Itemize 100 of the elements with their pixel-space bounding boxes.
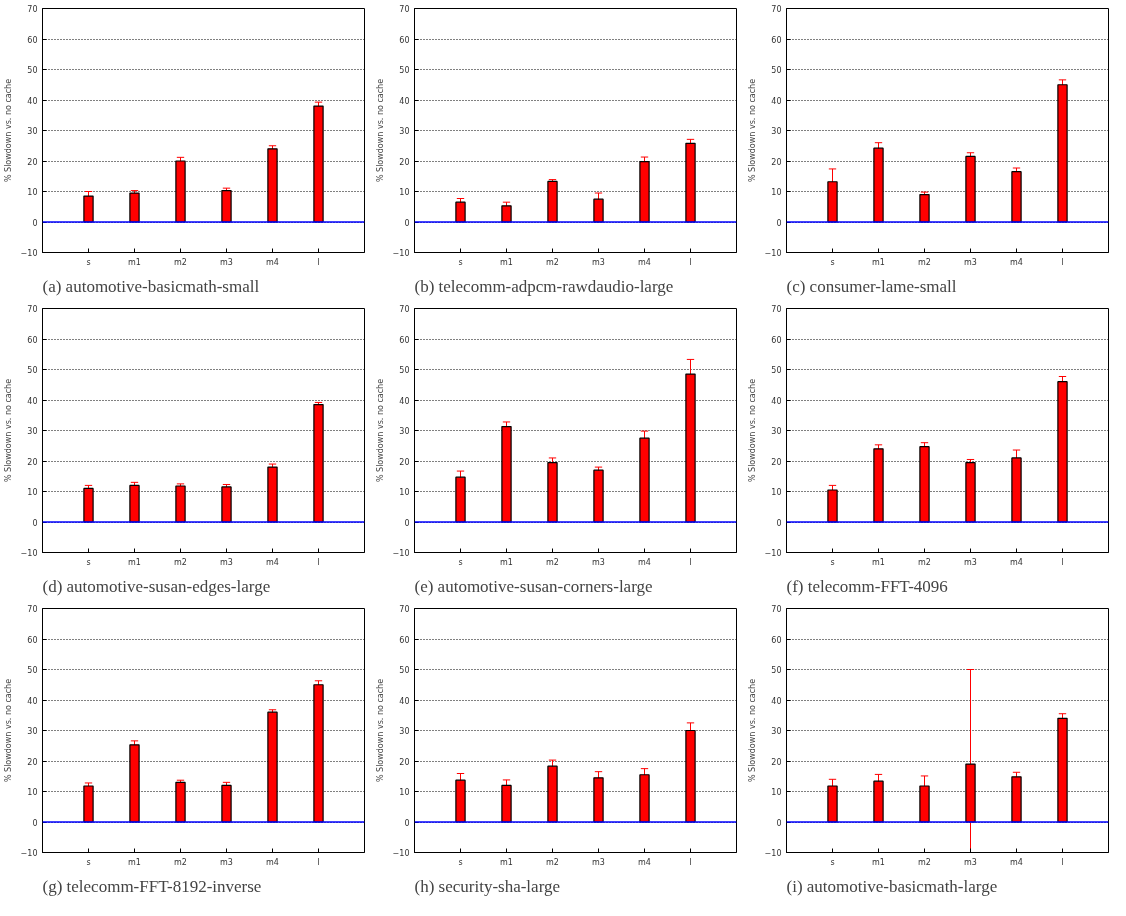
x-tick-label: m3 — [592, 857, 605, 867]
y-axis-title: % Slowdown vs. no cache — [375, 78, 385, 183]
y-tick-label: 60 — [27, 635, 38, 645]
x-tick-label: m3 — [220, 557, 233, 567]
y-tick-label: 0 — [776, 518, 782, 528]
y-tick-label: 0 — [404, 518, 410, 528]
x-tick-label: s — [830, 857, 835, 867]
y-tick-label: 60 — [399, 635, 410, 645]
y-tick-label: 50 — [27, 366, 38, 375]
x-tick-label: m2 — [174, 857, 187, 867]
y-tick-label: 40 — [27, 696, 38, 706]
x-tick-label: m3 — [592, 557, 605, 567]
x-tick-label: m4 — [1010, 257, 1023, 267]
x-tick-label: m1 — [500, 857, 513, 867]
text: (g) telecomm-FFT-8192-inverse — [42, 876, 262, 896]
y-tick-label: 10 — [27, 788, 38, 797]
y-tick-label: 30 — [399, 727, 410, 736]
y-tick-label: 20 — [27, 457, 38, 467]
x-tick-label: m1 — [500, 557, 513, 567]
y-tick-label: 60 — [27, 335, 38, 345]
x-tick-label: m2 — [546, 857, 559, 867]
x-tick-label: l — [689, 257, 692, 267]
x-tick-label: m1 — [128, 257, 141, 267]
x-tick-label: m3 — [964, 257, 977, 267]
y-axis-title: % Slowdown vs. no cache — [747, 678, 757, 783]
y-tick-label: 20 — [399, 157, 410, 167]
y-tick-label: 0 — [32, 518, 38, 528]
x-tick-label: s — [86, 857, 91, 867]
y-axis-title: % Slowdown vs. no cache — [3, 678, 13, 783]
x-tick-label: m3 — [220, 257, 233, 267]
y-tick-label: 50 — [27, 66, 38, 75]
y-tick-label: 50 — [771, 666, 782, 675]
x-tick-label: l — [1061, 557, 1064, 567]
y-tick-label: 30 — [771, 727, 782, 736]
x-tick-label: m4 — [638, 257, 651, 267]
y-tick-label: 10 — [771, 488, 782, 497]
y-tick-label: 50 — [399, 666, 410, 675]
x-tick-label: m2 — [546, 257, 559, 267]
text: (e) automotive-susan-corners-large — [414, 576, 653, 596]
x-tick-label: m1 — [128, 557, 141, 567]
y-tick-label: 10 — [771, 788, 782, 797]
y-tick-label: −10 — [764, 249, 782, 258]
x-tick-label: s — [458, 857, 463, 867]
y-tick-label: −10 — [20, 849, 38, 858]
y-tick-label: 30 — [27, 727, 38, 736]
y-tick-label: −10 — [20, 549, 38, 558]
x-tick-label: s — [458, 257, 463, 267]
y-axis-title: % Slowdown vs. no cache — [747, 78, 757, 183]
x-tick-label: m1 — [872, 257, 885, 267]
x-tick-label: s — [86, 257, 91, 267]
y-tick-label: 30 — [27, 427, 38, 436]
x-tick-label: s — [86, 557, 91, 567]
y-tick-label: 60 — [399, 35, 410, 45]
y-tick-label: 70 — [399, 305, 410, 314]
y-tick-label: 20 — [27, 757, 38, 767]
y-tick-label: −10 — [392, 849, 410, 858]
x-tick-label: m1 — [128, 857, 141, 867]
y-tick-label: 30 — [771, 127, 782, 136]
y-tick-label: 0 — [32, 818, 38, 828]
y-tick-label: 10 — [399, 788, 410, 797]
y-tick-label: 60 — [399, 335, 410, 345]
x-tick-label: l — [1061, 257, 1064, 267]
x-tick-label: l — [317, 257, 320, 267]
y-tick-label: 30 — [399, 427, 410, 436]
y-tick-label: 40 — [771, 396, 782, 406]
y-tick-label: 10 — [399, 488, 410, 497]
y-tick-label: 60 — [771, 335, 782, 345]
y-tick-label: 70 — [771, 5, 782, 14]
x-tick-label: m1 — [872, 557, 885, 567]
y-axis-title: % Slowdown vs. no cache — [375, 378, 385, 483]
x-tick-label: m1 — [500, 257, 513, 267]
y-tick-label: 30 — [771, 427, 782, 436]
y-tick-label: 50 — [27, 666, 38, 675]
x-tick-label: m4 — [266, 557, 279, 567]
y-tick-label: 70 — [27, 605, 38, 614]
x-tick-label: s — [830, 557, 835, 567]
y-tick-label: 30 — [399, 127, 410, 136]
x-tick-label: m3 — [592, 257, 605, 267]
y-tick-label: 40 — [399, 96, 410, 106]
x-tick-label: l — [689, 557, 692, 567]
text: (a) automotive-basicmath-small — [42, 276, 260, 296]
y-tick-label: 10 — [771, 188, 782, 197]
y-tick-label: 20 — [399, 757, 410, 767]
y-tick-label: 40 — [399, 396, 410, 406]
text: (i) automotive-basicmath-large — [786, 876, 998, 896]
y-tick-label: 60 — [771, 35, 782, 45]
y-tick-label: 70 — [399, 5, 410, 14]
y-tick-label: 40 — [27, 396, 38, 406]
y-tick-label: 60 — [27, 35, 38, 45]
text: (d) automotive-susan-edges-large — [42, 576, 271, 596]
x-tick-label: m2 — [918, 257, 931, 267]
y-tick-label: −10 — [764, 549, 782, 558]
y-tick-label: 20 — [771, 457, 782, 467]
y-tick-label: −10 — [764, 849, 782, 858]
x-tick-label: s — [830, 257, 835, 267]
x-tick-label: m2 — [546, 557, 559, 567]
x-tick-label: m3 — [964, 557, 977, 567]
y-tick-label: 10 — [27, 488, 38, 497]
x-tick-label: m4 — [1010, 857, 1023, 867]
y-tick-label: 70 — [771, 605, 782, 614]
